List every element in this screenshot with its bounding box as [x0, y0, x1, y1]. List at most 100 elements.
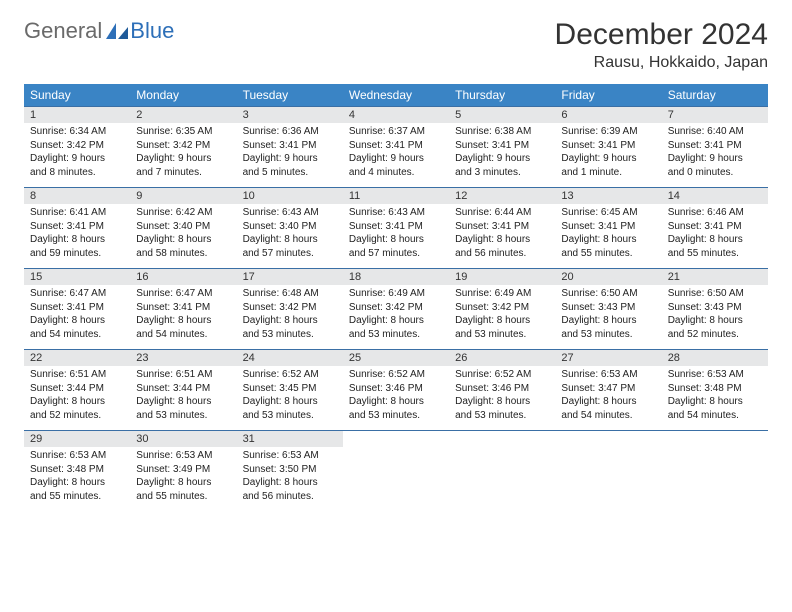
- calendar-cell: 9Sunrise: 6:42 AMSunset: 3:40 PMDaylight…: [130, 188, 236, 269]
- daylight-text: Daylight: 8 hours and 53 minutes.: [349, 314, 443, 341]
- sunset-text: Sunset: 3:47 PM: [561, 382, 655, 396]
- sunset-text: Sunset: 3:44 PM: [136, 382, 230, 396]
- calendar-cell: 11Sunrise: 6:43 AMSunset: 3:41 PMDayligh…: [343, 188, 449, 269]
- sunset-text: Sunset: 3:46 PM: [455, 382, 549, 396]
- day-header: Thursday: [449, 84, 555, 107]
- sunrise-text: Sunrise: 6:39 AM: [561, 125, 655, 139]
- daylight-text: Daylight: 8 hours and 54 minutes.: [136, 314, 230, 341]
- sunset-text: Sunset: 3:41 PM: [136, 301, 230, 315]
- daylight-text: Daylight: 9 hours and 8 minutes.: [30, 152, 124, 179]
- day-number: 19: [449, 269, 555, 285]
- day-body: Sunrise: 6:38 AMSunset: 3:41 PMDaylight:…: [449, 123, 555, 187]
- calendar-cell: 4Sunrise: 6:37 AMSunset: 3:41 PMDaylight…: [343, 107, 449, 188]
- day-header: Sunday: [24, 84, 130, 107]
- day-number: 17: [237, 269, 343, 285]
- day-body: Sunrise: 6:48 AMSunset: 3:42 PMDaylight:…: [237, 285, 343, 349]
- sunrise-text: Sunrise: 6:45 AM: [561, 206, 655, 220]
- daylight-text: Daylight: 8 hours and 53 minutes.: [136, 395, 230, 422]
- calendar-cell: 15Sunrise: 6:47 AMSunset: 3:41 PMDayligh…: [24, 269, 130, 350]
- logo-sail-icon: [106, 23, 128, 39]
- calendar-week-row: 22Sunrise: 6:51 AMSunset: 3:44 PMDayligh…: [24, 350, 768, 431]
- calendar-page: General Blue December 2024 Rausu, Hokkai…: [0, 0, 792, 529]
- day-number: 9: [130, 188, 236, 204]
- calendar-cell: [662, 431, 768, 512]
- day-number: 7: [662, 107, 768, 123]
- day-body: Sunrise: 6:36 AMSunset: 3:41 PMDaylight:…: [237, 123, 343, 187]
- day-number: 29: [24, 431, 130, 447]
- day-body: Sunrise: 6:47 AMSunset: 3:41 PMDaylight:…: [130, 285, 236, 349]
- daylight-text: Daylight: 8 hours and 55 minutes.: [668, 233, 762, 260]
- sunrise-text: Sunrise: 6:53 AM: [561, 368, 655, 382]
- sunset-text: Sunset: 3:41 PM: [349, 139, 443, 153]
- calendar-cell: 7Sunrise: 6:40 AMSunset: 3:41 PMDaylight…: [662, 107, 768, 188]
- day-body: Sunrise: 6:46 AMSunset: 3:41 PMDaylight:…: [662, 204, 768, 268]
- calendar-cell: 18Sunrise: 6:49 AMSunset: 3:42 PMDayligh…: [343, 269, 449, 350]
- day-number: 26: [449, 350, 555, 366]
- sunrise-text: Sunrise: 6:49 AM: [349, 287, 443, 301]
- day-body: Sunrise: 6:50 AMSunset: 3:43 PMDaylight:…: [662, 285, 768, 349]
- day-number: 3: [237, 107, 343, 123]
- sunrise-text: Sunrise: 6:53 AM: [243, 449, 337, 463]
- calendar-cell: 26Sunrise: 6:52 AMSunset: 3:46 PMDayligh…: [449, 350, 555, 431]
- calendar-cell: 6Sunrise: 6:39 AMSunset: 3:41 PMDaylight…: [555, 107, 661, 188]
- calendar-cell: 20Sunrise: 6:50 AMSunset: 3:43 PMDayligh…: [555, 269, 661, 350]
- sunrise-text: Sunrise: 6:53 AM: [668, 368, 762, 382]
- calendar-cell: 21Sunrise: 6:50 AMSunset: 3:43 PMDayligh…: [662, 269, 768, 350]
- day-number: 4: [343, 107, 449, 123]
- day-header: Saturday: [662, 84, 768, 107]
- calendar-cell: 19Sunrise: 6:49 AMSunset: 3:42 PMDayligh…: [449, 269, 555, 350]
- day-body: Sunrise: 6:45 AMSunset: 3:41 PMDaylight:…: [555, 204, 661, 268]
- calendar-week-row: 15Sunrise: 6:47 AMSunset: 3:41 PMDayligh…: [24, 269, 768, 350]
- sunset-text: Sunset: 3:41 PM: [30, 220, 124, 234]
- sunrise-text: Sunrise: 6:47 AM: [136, 287, 230, 301]
- sunrise-text: Sunrise: 6:52 AM: [243, 368, 337, 382]
- daylight-text: Daylight: 8 hours and 54 minutes.: [30, 314, 124, 341]
- title-block: December 2024 Rausu, Hokkaido, Japan: [555, 18, 768, 72]
- logo: General Blue: [24, 18, 174, 44]
- calendar-cell: 13Sunrise: 6:45 AMSunset: 3:41 PMDayligh…: [555, 188, 661, 269]
- day-header-row: Sunday Monday Tuesday Wednesday Thursday…: [24, 84, 768, 107]
- sunrise-text: Sunrise: 6:34 AM: [30, 125, 124, 139]
- calendar-cell: 3Sunrise: 6:36 AMSunset: 3:41 PMDaylight…: [237, 107, 343, 188]
- day-number: 20: [555, 269, 661, 285]
- daylight-text: Daylight: 8 hours and 59 minutes.: [30, 233, 124, 260]
- calendar-cell: 12Sunrise: 6:44 AMSunset: 3:41 PMDayligh…: [449, 188, 555, 269]
- daylight-text: Daylight: 8 hours and 57 minutes.: [349, 233, 443, 260]
- day-body: Sunrise: 6:53 AMSunset: 3:48 PMDaylight:…: [24, 447, 130, 511]
- sunset-text: Sunset: 3:44 PM: [30, 382, 124, 396]
- calendar-cell: [449, 431, 555, 512]
- day-body: Sunrise: 6:49 AMSunset: 3:42 PMDaylight:…: [343, 285, 449, 349]
- day-body: Sunrise: 6:43 AMSunset: 3:40 PMDaylight:…: [237, 204, 343, 268]
- day-body: Sunrise: 6:39 AMSunset: 3:41 PMDaylight:…: [555, 123, 661, 187]
- calendar-cell: 17Sunrise: 6:48 AMSunset: 3:42 PMDayligh…: [237, 269, 343, 350]
- sunrise-text: Sunrise: 6:53 AM: [30, 449, 124, 463]
- sunrise-text: Sunrise: 6:44 AM: [455, 206, 549, 220]
- calendar-week-row: 29Sunrise: 6:53 AMSunset: 3:48 PMDayligh…: [24, 431, 768, 512]
- day-body: Sunrise: 6:53 AMSunset: 3:49 PMDaylight:…: [130, 447, 236, 511]
- day-number: 12: [449, 188, 555, 204]
- sunrise-text: Sunrise: 6:40 AM: [668, 125, 762, 139]
- daylight-text: Daylight: 8 hours and 52 minutes.: [668, 314, 762, 341]
- sunset-text: Sunset: 3:42 PM: [349, 301, 443, 315]
- sunset-text: Sunset: 3:45 PM: [243, 382, 337, 396]
- daylight-text: Daylight: 9 hours and 0 minutes.: [668, 152, 762, 179]
- daylight-text: Daylight: 9 hours and 7 minutes.: [136, 152, 230, 179]
- sunset-text: Sunset: 3:50 PM: [243, 463, 337, 477]
- daylight-text: Daylight: 9 hours and 3 minutes.: [455, 152, 549, 179]
- sunrise-text: Sunrise: 6:42 AM: [136, 206, 230, 220]
- daylight-text: Daylight: 8 hours and 53 minutes.: [561, 314, 655, 341]
- sunrise-text: Sunrise: 6:50 AM: [561, 287, 655, 301]
- sunrise-text: Sunrise: 6:47 AM: [30, 287, 124, 301]
- sunset-text: Sunset: 3:40 PM: [136, 220, 230, 234]
- daylight-text: Daylight: 8 hours and 57 minutes.: [243, 233, 337, 260]
- day-number: 13: [555, 188, 661, 204]
- day-body: Sunrise: 6:53 AMSunset: 3:47 PMDaylight:…: [555, 366, 661, 430]
- sunrise-text: Sunrise: 6:35 AM: [136, 125, 230, 139]
- daylight-text: Daylight: 8 hours and 53 minutes.: [349, 395, 443, 422]
- day-number: 14: [662, 188, 768, 204]
- calendar-cell: 24Sunrise: 6:52 AMSunset: 3:45 PMDayligh…: [237, 350, 343, 431]
- day-body: Sunrise: 6:49 AMSunset: 3:42 PMDaylight:…: [449, 285, 555, 349]
- sunrise-text: Sunrise: 6:52 AM: [455, 368, 549, 382]
- sunset-text: Sunset: 3:48 PM: [668, 382, 762, 396]
- daylight-text: Daylight: 8 hours and 52 minutes.: [30, 395, 124, 422]
